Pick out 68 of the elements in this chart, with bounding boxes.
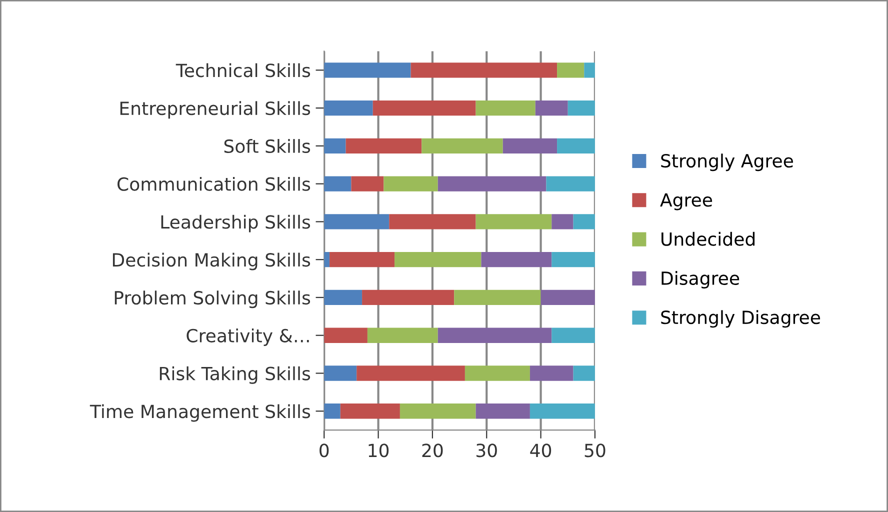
- y-tick-label: Decision Making Skills: [112, 252, 310, 270]
- bar: [324, 138, 346, 154]
- bar: [530, 366, 574, 381]
- bar: [324, 328, 368, 343]
- x-tick-label: 50: [584, 444, 606, 458]
- bar: [530, 404, 595, 419]
- bar: [481, 252, 552, 268]
- bar: [372, 100, 476, 116]
- bar: [540, 290, 595, 306]
- bar: [340, 404, 400, 419]
- bar: [367, 328, 438, 343]
- y-tick-label: Entrepreneurial Skills: [120, 101, 310, 119]
- x-tick-label: 40: [530, 444, 552, 458]
- x-tick-label: 30: [476, 444, 497, 458]
- y-tick-label: Creativity &…: [186, 328, 309, 346]
- bar: [422, 138, 503, 154]
- bar: [476, 100, 536, 116]
- legend-label: Undecided: [662, 232, 755, 246]
- bar: [324, 290, 362, 306]
- bar: [324, 214, 390, 230]
- legend-label: Disagree: [662, 271, 740, 289]
- x-tick-label: 10: [368, 444, 389, 458]
- bar: [454, 290, 541, 306]
- legend-label: Strongly Disagree: [661, 310, 820, 328]
- bar: [324, 176, 352, 192]
- legend-label: Agree: [660, 193, 712, 210]
- bar: [324, 62, 411, 78]
- bar: [324, 252, 330, 268]
- y-tick-label: Leadership Skills: [161, 214, 310, 232]
- bar: [324, 366, 357, 381]
- bar: [400, 404, 476, 419]
- y-tick-label: Soft Skills: [224, 139, 310, 154]
- bar: [476, 404, 530, 419]
- bar: [389, 214, 476, 230]
- bar: [362, 290, 454, 306]
- y-tick-label: Technical Skills: [176, 63, 310, 78]
- y-tick-label: Risk Taking Skills: [160, 366, 310, 384]
- bar: [568, 100, 595, 116]
- x-tick-label: 0: [320, 444, 329, 458]
- bar: [546, 176, 595, 192]
- bar: [346, 138, 422, 154]
- bar: [502, 138, 558, 154]
- bar: [438, 328, 552, 343]
- bar: [557, 138, 595, 154]
- bar: [410, 62, 558, 78]
- bar: [438, 176, 546, 192]
- bar: [573, 366, 595, 381]
- y-tick-label: Communication Skills: [118, 176, 310, 191]
- bar: [552, 214, 574, 230]
- y-tick-label: Problem Solving Skills: [114, 290, 310, 308]
- legend-label: Strongly Agree: [661, 154, 793, 172]
- bar: [476, 214, 552, 230]
- bar: [351, 176, 384, 192]
- bar: [330, 252, 395, 268]
- bar: [356, 366, 465, 381]
- bar: [324, 404, 340, 419]
- bar: [324, 100, 373, 116]
- bar: [394, 252, 482, 268]
- bar: [464, 366, 530, 381]
- x-tick-label: 20: [422, 444, 443, 458]
- bar: [535, 100, 568, 116]
- y-tick-label: Time Management Skills: [90, 404, 310, 422]
- bar: [384, 176, 438, 192]
- bar: [573, 214, 595, 230]
- bar: [584, 62, 595, 78]
- bar: [552, 252, 595, 268]
- bar: [552, 328, 595, 343]
- bar: [557, 62, 584, 78]
